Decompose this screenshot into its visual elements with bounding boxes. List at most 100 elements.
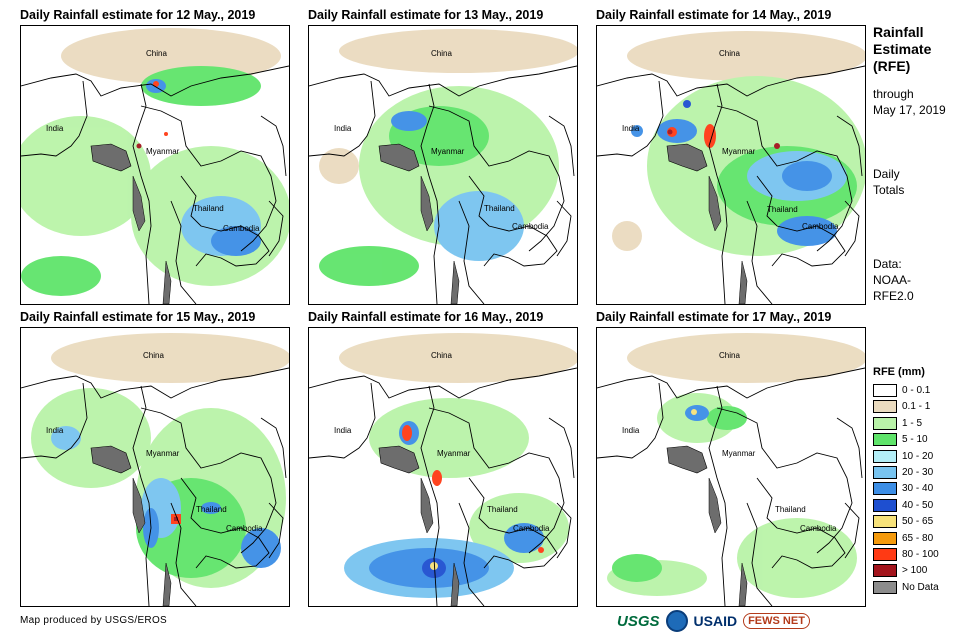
label-cambodia: Cambodia [800, 524, 837, 533]
legend-label: 1 - 5 [902, 417, 923, 429]
legend-item: 20 - 30 [873, 465, 933, 480]
usaid-logo: USAID [693, 613, 738, 629]
legend-label: No Data [902, 581, 939, 593]
legend-swatch [873, 482, 897, 496]
fews-net-logo: FEWS NET [743, 613, 810, 629]
rainfall-map-12-may: China India Myanmar Thailand Cambodia [20, 25, 290, 305]
label-thailand: Thailand [775, 505, 806, 514]
legend-swatch [873, 531, 897, 545]
legend-swatch [873, 580, 897, 594]
legend-label: 0.1 - 1 [902, 401, 931, 413]
legend-title: RFE (mm) [873, 366, 925, 378]
title-line-1: Rainfall [873, 24, 924, 40]
rainfall-map-15-may: China India Myanmar Thailand Cambodia [20, 327, 290, 607]
legend-label: 5 - 10 [902, 434, 928, 446]
legend-item: 30 - 40 [873, 481, 933, 496]
legend-swatch [873, 466, 897, 479]
rainfall-map-13-may: China India Myanmar Thailand Cambodia [308, 25, 578, 305]
rainfall-map-17-may: China India Myanmar Thailand Cambodia [596, 327, 866, 607]
legend-label: 10 - 20 [902, 450, 934, 462]
label-cambodia: Cambodia [513, 524, 550, 533]
label-cambodia: Cambodia [223, 224, 260, 233]
legend-label: 80 - 100 [902, 549, 939, 560]
label-india: India [334, 426, 352, 435]
legend-label: 40 - 50 [902, 499, 934, 511]
daily-line-1: Daily [873, 167, 900, 181]
panel-title-2: Daily Rainfall estimate for 13 May., 201… [308, 8, 544, 22]
legend-item: 0 - 0.1 [873, 383, 930, 398]
legend-item: 40 - 50 [873, 498, 933, 513]
data-line-2: NOAA- [873, 273, 912, 287]
label-thailand: Thailand [193, 204, 224, 213]
daily-totals-block: Daily Totals [873, 166, 904, 198]
legend-label: 50 - 65 [902, 516, 934, 528]
label-thailand: Thailand [487, 505, 518, 514]
label-india: India [622, 426, 640, 435]
legend-item: 5 - 10 [873, 432, 928, 447]
legend-label: 65 - 80 [902, 532, 934, 544]
legend-label: 0 - 0.1 [902, 385, 931, 396]
label-cambodia: Cambodia [226, 524, 263, 533]
legend-swatch [873, 449, 897, 463]
legend-item: > 100 [873, 563, 927, 578]
legend-item: No Data [873, 580, 939, 595]
label-india: India [46, 426, 64, 435]
usgs-logo: USGS [617, 612, 660, 630]
legend-swatch [873, 498, 897, 512]
legend-swatch [873, 384, 897, 397]
label-thailand: Thailand [767, 205, 798, 214]
panel-title-1: Daily Rainfall estimate for 12 May., 201… [20, 8, 256, 22]
label-cambodia: Cambodia [802, 222, 839, 231]
legend-label: > 100 [902, 565, 928, 577]
label-myanmar: Myanmar [722, 449, 756, 458]
title-line-3: (RFE) [873, 58, 911, 74]
data-source-block: Data: NOAA- RFE2.0 [873, 256, 914, 304]
legend-swatch [873, 433, 897, 447]
label-myanmar: Myanmar [146, 449, 180, 458]
label-china: China [719, 351, 740, 360]
legend-item: 1 - 5 [873, 416, 922, 431]
label-myanmar: Myanmar [722, 147, 756, 156]
title-line-2: Estimate [873, 41, 932, 57]
label-thailand: Thailand [196, 505, 227, 514]
label-india: India [622, 124, 640, 133]
sidebar-title: Rainfall Estimate (RFE) [873, 24, 931, 75]
legend-item: 0.1 - 1 [873, 399, 930, 414]
rainfall-map-16-may: China India Myanmar Thailand Cambodia [308, 327, 578, 607]
panel-title-5: Daily Rainfall estimate for 16 May., 201… [308, 310, 544, 324]
legend-swatch [873, 400, 897, 414]
label-myanmar: Myanmar [437, 449, 471, 458]
label-cambodia: Cambodia [512, 222, 549, 231]
label-china: China [719, 49, 740, 58]
legend-swatch [873, 564, 897, 578]
data-line-3: RFE2.0 [873, 289, 914, 303]
label-china: China [431, 351, 452, 360]
label-china: China [146, 49, 167, 58]
rainfall-map-14-may: China India Myanmar Thailand Cambodia [596, 25, 866, 305]
daily-line-2: Totals [873, 183, 905, 197]
through-block: through May 17, 2019 [873, 86, 946, 118]
legend-item: 10 - 20 [873, 449, 933, 464]
panel-title-3: Daily Rainfall estimate for 14 May., 201… [596, 8, 832, 22]
label-thailand: Thailand [484, 204, 515, 213]
label-china: China [431, 49, 452, 58]
legend-swatch [873, 416, 897, 430]
data-line-1: Data: [873, 257, 902, 271]
credit-text: Map produced by USGS/EROS [20, 615, 168, 626]
legend-swatch [873, 548, 897, 561]
legend-item: 50 - 65 [873, 514, 933, 529]
through-label: through [873, 87, 914, 101]
legend-swatch [873, 515, 897, 529]
legend-item: 65 - 80 [873, 531, 933, 546]
panel-title-6: Daily Rainfall estimate for 17 May., 201… [596, 310, 832, 324]
label-myanmar: Myanmar [146, 147, 180, 156]
label-india: India [334, 124, 352, 133]
label-india: India [46, 124, 64, 133]
label-myanmar: Myanmar [431, 147, 465, 156]
legend-label: 30 - 40 [902, 483, 934, 495]
legend-label: 20 - 30 [902, 467, 934, 478]
panel-title-4: Daily Rainfall estimate for 15 May., 201… [20, 310, 256, 324]
logo-strip: USGS USAID FEWS NET [617, 607, 810, 635]
through-date: May 17, 2019 [873, 103, 946, 117]
noaa-logo-icon [665, 610, 688, 632]
